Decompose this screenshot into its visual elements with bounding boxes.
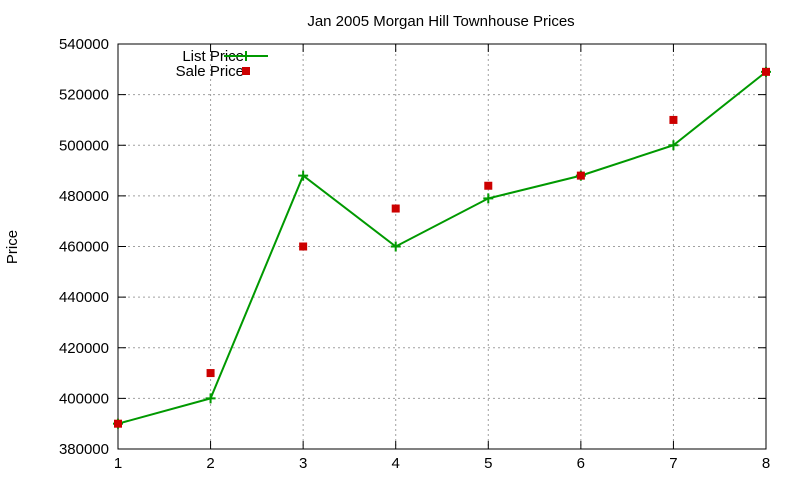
legend-item-label: Sale Price xyxy=(176,63,244,80)
sale-price-point xyxy=(484,181,493,190)
x-tick-label: 4 xyxy=(392,455,400,472)
legend-sale-price-marker xyxy=(242,67,250,75)
sale-price-point xyxy=(669,115,678,124)
y-tick-label: 380000 xyxy=(59,441,109,458)
x-tick-label: 1 xyxy=(114,455,122,472)
legend-item-label: List Price xyxy=(182,48,244,65)
x-tick-label: 7 xyxy=(669,455,677,472)
x-tick-label: 2 xyxy=(206,455,214,472)
x-tick-label: 5 xyxy=(484,455,492,472)
y-tick-label: 420000 xyxy=(59,340,109,357)
series-layer xyxy=(113,66,771,429)
sale-price-point xyxy=(391,204,400,213)
axis-layer: 1 2 3 4 5 6 7 8 380000 400000 420000 440000 460000 48… xyxy=(59,36,770,472)
chart-title: Jan 2005 Morgan Hill Townhouse Prices xyxy=(307,13,574,30)
sale-price-point xyxy=(299,242,308,251)
y-tick-label: 540000 xyxy=(59,36,109,53)
y-tick-label: 500000 xyxy=(59,137,109,154)
x-tick-label: 8 xyxy=(762,455,770,472)
sale-price-point xyxy=(114,419,122,428)
grid-layer xyxy=(118,44,766,449)
y-tick-label: 520000 xyxy=(59,87,109,104)
sale-price-point xyxy=(576,171,585,180)
x-tick-label: 3 xyxy=(299,455,307,472)
y-tick-label: 480000 xyxy=(59,188,109,205)
sale-price-point xyxy=(762,67,770,76)
y-tick-label: 460000 xyxy=(59,239,109,256)
y-tick-label: 400000 xyxy=(59,390,109,407)
list-price-line xyxy=(117,71,767,425)
sale-price-point xyxy=(206,369,215,378)
y-axis-label: Price xyxy=(4,230,21,264)
x-tick-label: 6 xyxy=(577,455,585,472)
y-tick-label: 440000 xyxy=(59,289,109,306)
